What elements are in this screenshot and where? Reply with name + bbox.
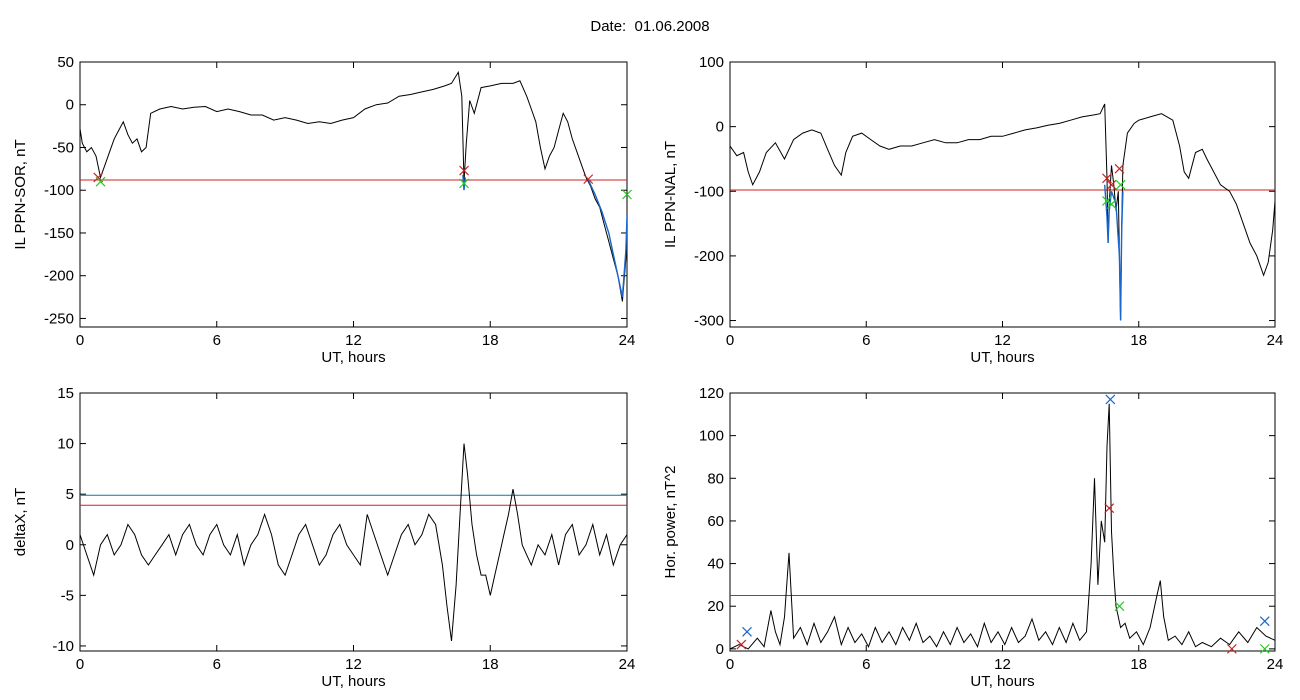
y-tick-label: 20 [707,598,724,615]
x-tick-label: 24 [1267,332,1284,349]
y-tick-label: -250 [44,310,74,327]
y-tick-label: 10 [57,436,74,453]
y-tick-label: 120 [699,385,724,402]
series-line [1104,184,1124,321]
x-tick-label: 18 [482,656,499,673]
series-line [80,443,627,641]
event-marker [583,174,594,185]
plot-area [80,70,627,302]
y-axis-label: deltaX, nT [12,488,29,556]
y-axis-label: Hor. power, nT^2 [662,466,679,579]
y-tick-label: 100 [699,428,724,445]
y-tick-label: 0 [66,537,74,554]
series-line [80,70,627,302]
event-marker [1106,179,1117,190]
event-marker [742,626,752,637]
y-tick-label: 5 [66,486,74,503]
y-tick-label: -10 [52,638,74,655]
event-marker [95,176,106,187]
event-marker [1105,394,1116,405]
series-line [587,179,627,298]
plot-area [730,403,1275,650]
y-tick-label: -200 [694,248,724,265]
y-tick-label: 100 [699,54,724,71]
x-tick-label: 6 [862,332,870,349]
x-axis-label: UT, hours [970,673,1034,690]
x-axis-label: UT, hours [970,349,1034,366]
event-marker [1259,616,1270,627]
event-marker [1114,601,1125,612]
x-tick-label: 12 [994,656,1011,673]
event-marker [459,165,469,176]
event-marker [1104,503,1115,514]
plot-frame [729,392,1276,652]
y-tick-label: 80 [707,470,724,487]
x-tick-label: 12 [345,332,362,349]
x-tick-label: 12 [345,656,362,673]
y-tick-label: -200 [44,268,74,285]
x-tick-label: 18 [1130,656,1147,673]
event-marker [1259,643,1270,654]
event-marker [1102,173,1112,184]
page-title: Date: 01.06.2008 [590,18,710,35]
y-tick-label: 60 [707,513,724,530]
plot-area [80,443,627,641]
series-line [730,103,1275,321]
x-axis-label: UT, hours [321,673,385,690]
x-tick-label: 18 [482,332,499,349]
plot-area [730,103,1275,321]
y-tick-label: 0 [66,97,74,114]
x-axis-label: UT, hours [321,349,385,366]
y-tick-label: -5 [61,587,74,604]
x-tick-label: 0 [76,332,84,349]
event-marker [622,189,632,200]
y-tick-label: 50 [57,54,74,71]
x-tick-label: 24 [619,332,636,349]
x-tick-label: 0 [726,332,734,349]
event-marker [736,639,747,650]
y-tick-label: 40 [707,556,724,573]
series-line [730,403,1275,650]
event-marker [1102,196,1112,206]
y-tick-label: 0 [716,119,724,136]
y-axis-label: IL PPN-SOR, nT [12,139,29,249]
event-marker [1226,643,1237,654]
event-marker [1115,179,1126,190]
y-tick-label: -100 [694,183,724,200]
x-tick-label: 6 [213,656,221,673]
event-marker [1114,163,1125,174]
y-axis-label: IL PPN-NAL, nT [662,141,679,248]
x-tick-label: 6 [213,332,221,349]
series-line [462,174,466,191]
y-tick-label: 0 [716,641,724,658]
event-marker [459,178,469,189]
y-tick-label: -50 [52,139,74,156]
x-tick-label: 0 [76,656,84,673]
x-tick-label: 6 [862,656,870,673]
y-tick-label: -300 [694,313,724,330]
x-tick-label: 0 [726,656,734,673]
x-tick-label: 24 [619,656,636,673]
y-tick-label: 15 [57,385,74,402]
y-tick-label: -100 [44,182,74,199]
x-tick-label: 24 [1267,656,1284,673]
event-marker [1106,199,1117,210]
x-tick-label: 12 [994,332,1011,349]
y-tick-label: -150 [44,225,74,242]
x-tick-label: 18 [1130,332,1147,349]
